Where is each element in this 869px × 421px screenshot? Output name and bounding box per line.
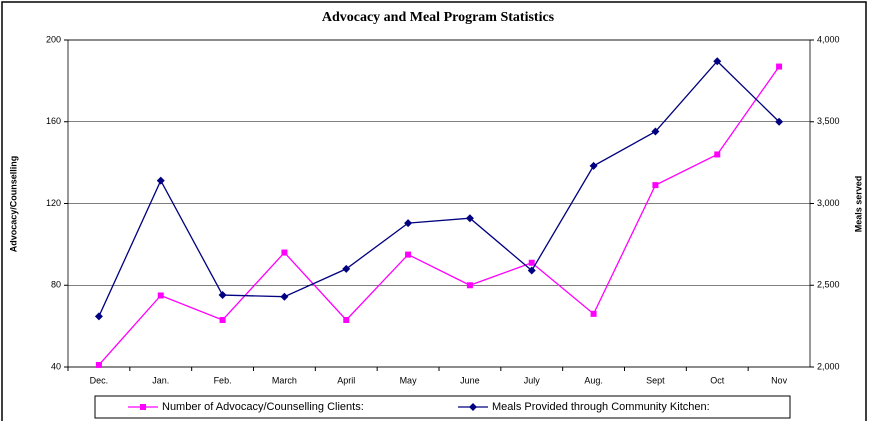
y-axis-label: Advocacy/Counselling — [8, 156, 18, 253]
x-tick-label: April — [337, 375, 355, 385]
marker — [469, 403, 477, 411]
marker — [343, 316, 350, 323]
y-tick-label: 80 — [51, 280, 61, 290]
y2-tick-label: 2,000 — [817, 361, 840, 371]
marker — [157, 292, 164, 299]
y2-tick-label: 2,500 — [817, 280, 840, 290]
y2-tick-label: 3,500 — [817, 116, 840, 126]
marker — [652, 182, 659, 189]
marker — [465, 214, 474, 223]
x-tick-label: May — [400, 375, 418, 385]
x-tick-label: Aug. — [584, 375, 603, 385]
x-tick-label: Oct — [710, 375, 725, 385]
x-tick-label: Nov — [771, 375, 788, 385]
x-tick-label: Sept — [646, 375, 665, 385]
marker — [94, 312, 103, 321]
y-tick-label: 120 — [46, 198, 61, 208]
marker — [714, 151, 721, 158]
marker — [589, 161, 598, 170]
legend — [94, 395, 791, 419]
marker — [775, 117, 784, 126]
marker — [590, 310, 597, 317]
x-tick-label: June — [460, 375, 480, 385]
x-tick-label: Feb. — [214, 375, 232, 385]
marker — [713, 57, 722, 66]
series-line — [98, 66, 780, 366]
x-tick-label: July — [524, 375, 541, 385]
y-tick-label: 200 — [46, 34, 61, 44]
y2-tick-label: 4,000 — [817, 34, 840, 44]
marker — [280, 292, 289, 301]
legend-label: Meals Provided through Community Kitchen… — [492, 401, 710, 413]
x-tick-label: Dec. — [90, 375, 109, 385]
marker — [404, 219, 413, 228]
marker — [281, 249, 288, 256]
marker — [219, 316, 226, 323]
y2-axis-label: Meals served — [853, 176, 863, 233]
marker — [342, 264, 351, 273]
marker — [776, 63, 783, 70]
marker — [95, 361, 102, 368]
marker — [466, 282, 473, 289]
chart-title: Advocacy and Meal Program Statistics — [322, 10, 555, 25]
marker — [527, 266, 536, 275]
y-tick-label: 160 — [46, 116, 61, 126]
marker — [156, 176, 165, 185]
y2-tick-label: 3,000 — [817, 198, 840, 208]
x-tick-label: March — [272, 375, 297, 385]
marker — [528, 259, 535, 266]
marker — [218, 291, 227, 300]
x-tick-label: Jan. — [152, 375, 169, 385]
y-tick-label: 40 — [51, 361, 61, 371]
legend-label: Number of Advocacy/Counselling Clients: — [162, 401, 364, 413]
marker — [140, 404, 146, 410]
marker — [405, 251, 412, 258]
series-line — [98, 60, 780, 317]
marker — [651, 127, 660, 136]
